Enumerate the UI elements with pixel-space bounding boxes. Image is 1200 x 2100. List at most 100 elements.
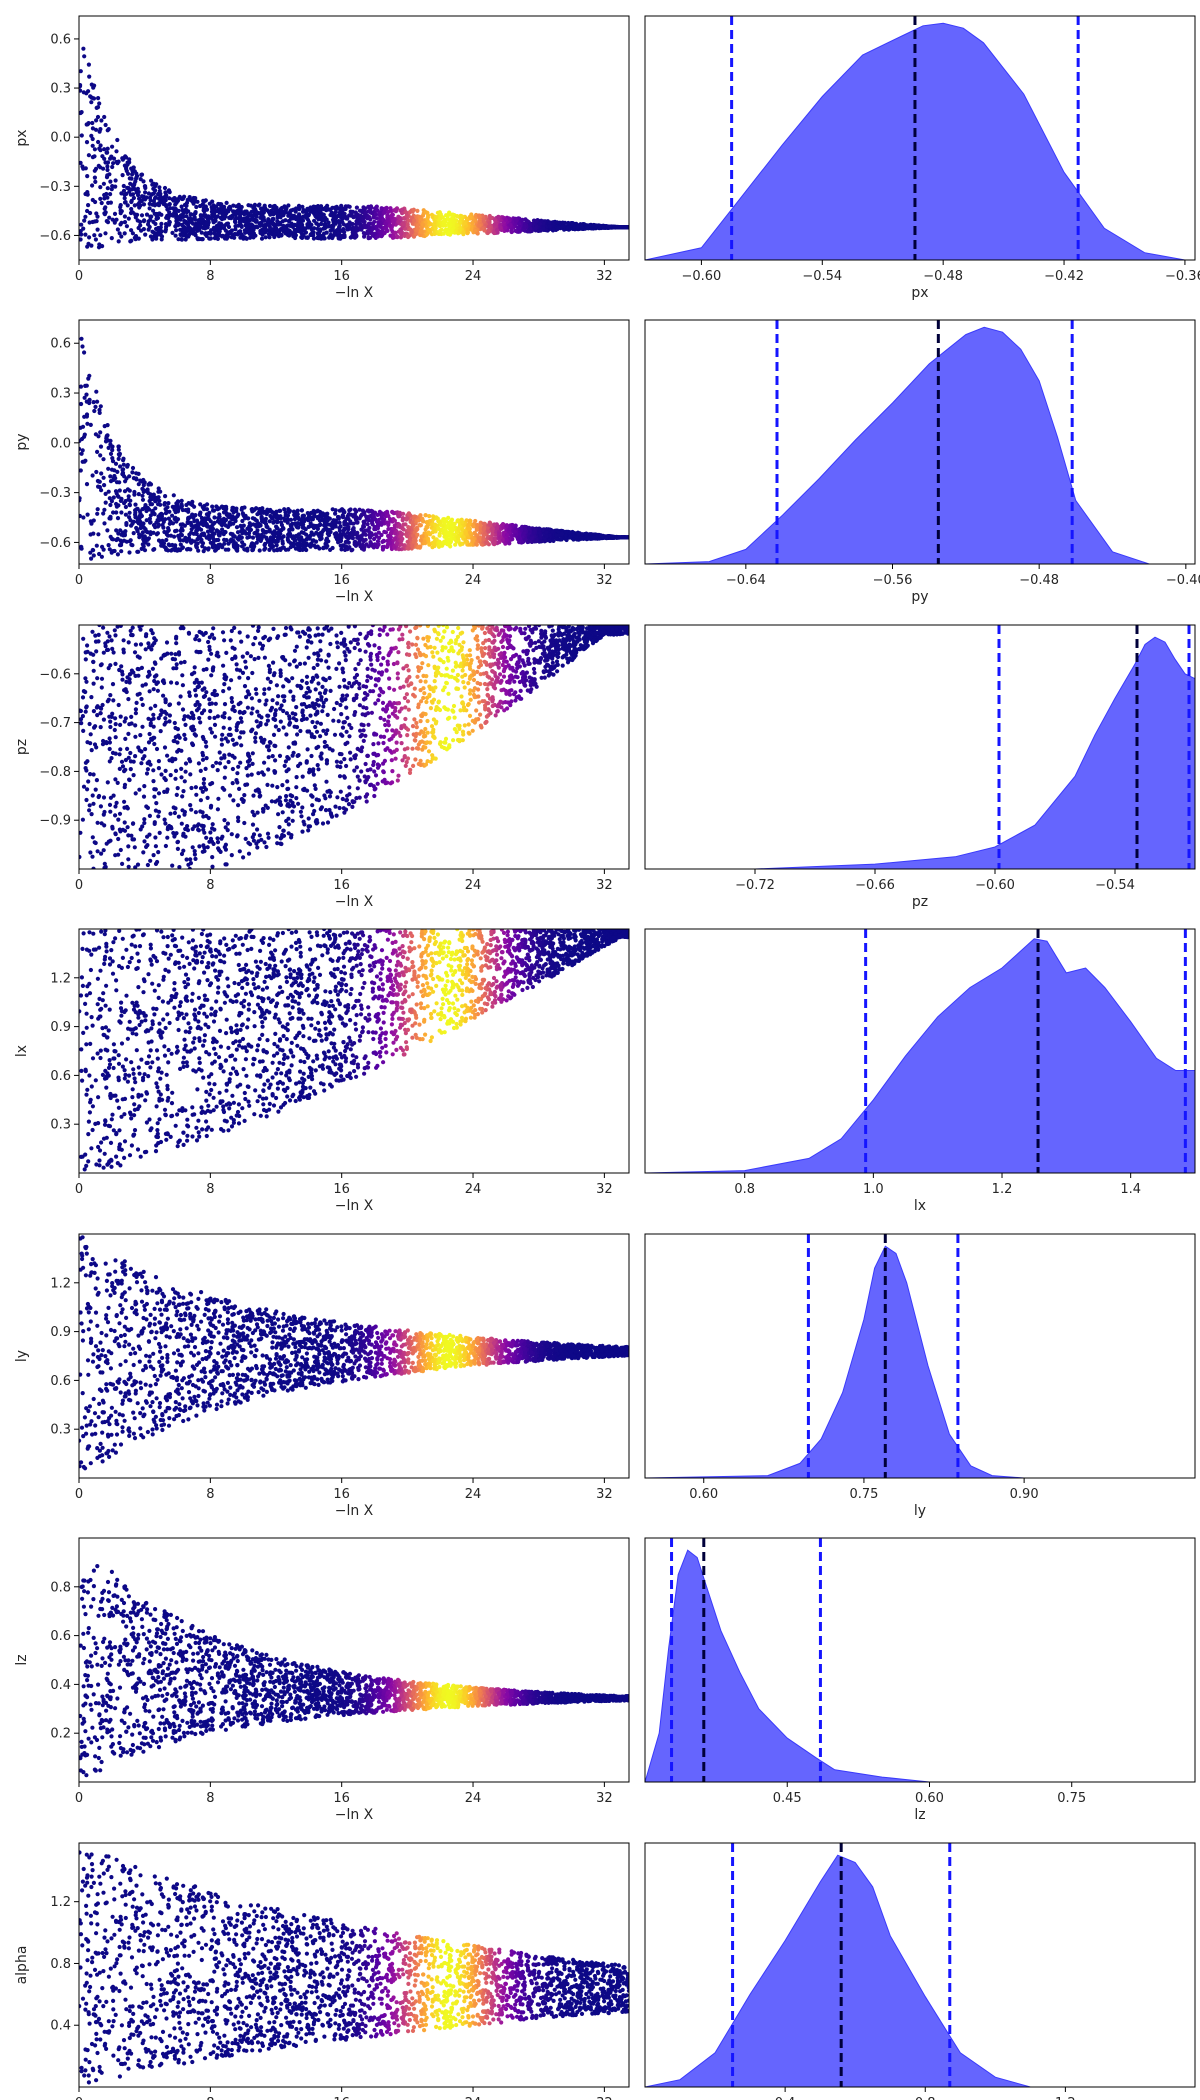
x-tick-label: 1.4 [1120,1182,1141,1197]
plot-frame [78,1233,630,1479]
x-tick-label: 16 [333,2096,350,2100]
x-tick-label: −0.48 [1019,573,1059,588]
x-tick-label: 8 [206,1487,214,1502]
x-axis-label: −ln X [335,1807,374,1823]
x-tick-label: 32 [596,2096,613,2100]
y-axis-label: px [14,129,30,146]
x-tick-label: 8 [206,878,214,893]
scatter-points [79,1564,629,1778]
posterior-plot-px: −0.60 −0.54 −0.48 −0.42 −0.36 px [644,15,1200,301]
y-tick-label: −0.3 [39,486,71,501]
trace-plot-ly: 0 8 16 24 32 −ln X 1.2 0.9 0.6 0.3 ly [14,1233,630,1519]
plot-frame [78,319,630,565]
y-axis-label: lz [14,1654,30,1665]
x-tick-label: −0.64 [726,573,766,588]
x-tick-label: 24 [465,2096,482,2100]
y-tick-label: 0.2 [50,1727,71,1742]
y-tick-label: 0.3 [50,387,71,402]
plot-frame [78,15,630,261]
x-tick-label: 0.8 [734,1182,755,1197]
x-tick-label: 32 [596,878,613,893]
posterior-plot-ly: 0.60 0.75 0.90 ly [644,1233,1196,1519]
x-tick-label: 16 [333,573,350,588]
x-axis-label: −ln X [335,894,374,910]
x-tick-label: 32 [596,1182,613,1197]
x-tick-label: 8 [206,573,214,588]
y-tick-label: −0.6 [39,667,71,682]
density-area [645,22,1185,260]
x-tick-label: 0.45 [773,1791,802,1806]
x-axis-label: −ln X [335,285,374,301]
x-tick-label: −0.40 [1166,573,1200,588]
plot-frame [644,319,1196,565]
x-tick-label: 0 [75,1791,83,1806]
x-tick-label: 0.90 [1010,1487,1039,1502]
x-tick-label: −0.54 [802,269,842,284]
y-axis-label: py [14,433,30,450]
x-axis-label: ly [914,1503,926,1519]
x-tick-label: −0.42 [1044,269,1084,284]
x-tick-label: 0.75 [849,1487,878,1502]
scatter-points [79,336,629,561]
x-axis-label: py [911,589,928,605]
x-tick-label: 24 [465,1791,482,1806]
x-tick-label: 16 [333,1791,350,1806]
posterior-plot-lx: 0.8 1.0 1.2 1.4 lx [644,928,1196,1214]
x-tick-label: 0 [75,878,83,893]
x-tick-label: 1.0 [863,1182,884,1197]
plot-frame [644,1537,1196,1783]
y-tick-label: 0.3 [50,1423,71,1438]
x-tick-label: −0.60 [681,269,721,284]
x-axis-label: −ln X [335,1503,374,1519]
scatter-points [79,1850,629,2085]
y-tick-label: 0.6 [50,337,71,352]
posterior-plot-pz: −0.72 −0.66 −0.60 −0.54 pz [644,624,1196,910]
trace-plot-lx: 0 8 16 24 32 −ln X 1.2 0.9 0.6 0.3 lx [14,928,630,1214]
y-tick-label: −0.6 [39,536,71,551]
plot-frame [644,1842,1196,2088]
x-tick-label: 24 [465,1182,482,1197]
x-tick-label: 0.4 [775,2096,796,2100]
y-tick-label: 0.6 [50,32,71,47]
x-axis-label: lz [914,1807,925,1823]
y-tick-label: −0.8 [39,765,71,780]
x-axis-label: px [911,285,928,301]
y-axis-label: ly [14,1350,30,1362]
x-tick-label: 0.60 [689,1487,718,1502]
y-tick-label: 0.8 [50,1580,71,1595]
trace-plot-px: 0 8 16 24 32 −ln X 0.6 0.3 0.0 −0.3 −0.6 px [14,15,630,301]
y-tick-label: 1.2 [50,971,71,986]
x-tick-label: 8 [206,1791,214,1806]
scatter-points [79,625,629,869]
y-tick-label: 0.9 [50,1020,71,1035]
posterior-plot-lz: 0.45 0.60 0.75 lz [644,1537,1196,1823]
plot-frame [78,624,630,870]
trace-plot-lz: 0 8 16 24 32 −ln X 0.8 0.6 0.4 0.2 lz [14,1537,630,1823]
y-tick-label: 0.3 [50,1118,71,1133]
plot-frame [78,1537,630,1783]
x-tick-label: 0 [75,1487,83,1502]
scatter-points [79,929,629,1172]
y-tick-label: −0.9 [39,814,71,829]
plot-frame [644,15,1196,261]
y-tick-label: 0.0 [50,131,71,146]
plot-frame [644,1233,1196,1479]
posterior-plot-alpha: 0.40.81.2alpha [644,1842,1196,2100]
x-tick-label: 32 [596,1791,613,1806]
x-tick-label: 8 [206,269,214,284]
x-axis-label: −ln X [335,589,374,605]
x-tick-label: 24 [465,269,482,284]
density-area [645,938,1195,1173]
y-axis-label: pz [14,739,30,755]
trace-plot-pz: 0 8 16 24 32 −ln X −0.6 −0.7 −0.8 −0.9 pz [14,624,630,910]
x-tick-label: 0.8 [915,2096,936,2100]
y-tick-label: 0.3 [50,82,71,97]
x-tick-label: −0.72 [735,878,775,893]
x-tick-label: 16 [333,1487,350,1502]
y-tick-label: 0.6 [50,1629,71,1644]
density-area [645,1854,1195,2087]
x-tick-label: 32 [596,1487,613,1502]
x-tick-label: 0.60 [915,1791,944,1806]
